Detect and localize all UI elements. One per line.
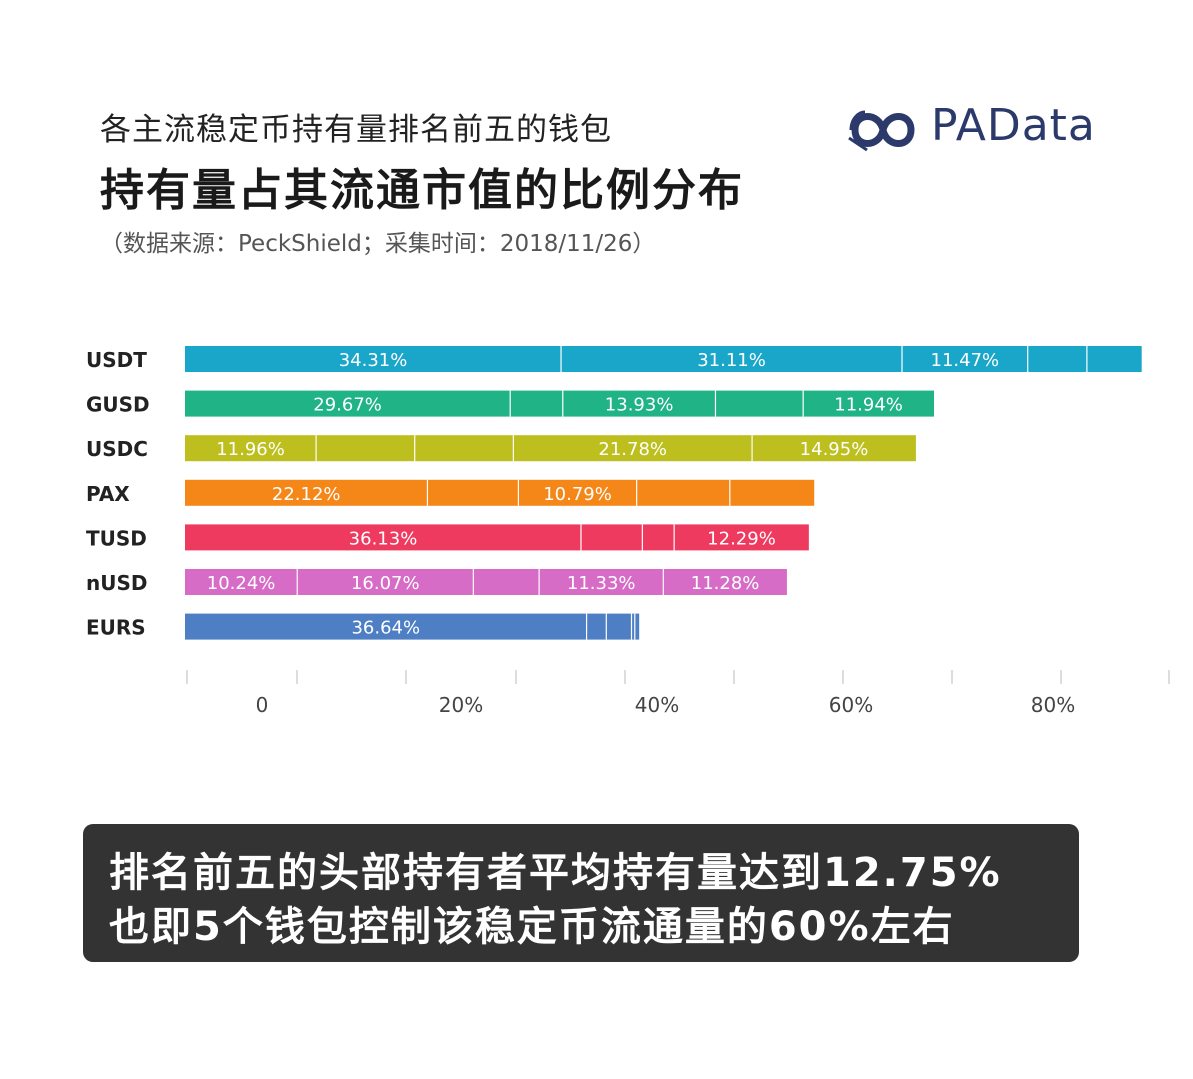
x-tick-label-3: 40% (635, 693, 679, 717)
category-label-tusd: TUSD (86, 526, 147, 550)
bar-segment-usdc-1 (185, 435, 317, 462)
bar-segment-gusd-5 (803, 390, 935, 417)
data-label-usdc-5: 14.95% (800, 439, 869, 460)
bar-segment-nusd-3 (473, 569, 540, 595)
callout-line2: 也即5个钱包控制该稳定币流通量的60%左右 (109, 904, 955, 950)
bar-segment-gusd-2 (510, 390, 563, 417)
data-source-note: （数据来源：PeckShield；采集时间：2018/11/26） (100, 231, 656, 257)
infinity-logo-icon (848, 110, 915, 152)
bar-segment-pax-4 (636, 479, 730, 506)
data-label-gusd-3: 13.93% (605, 395, 674, 416)
x-tick-label-5: 80% (1031, 693, 1075, 717)
data-label-pax-3: 10.79% (543, 484, 612, 505)
bar-segment-eurs-3 (606, 613, 632, 640)
bar-segment-tusd-4 (674, 524, 809, 551)
callout-line1: 排名前五的头部持有者平均持有量达到12.75% (109, 850, 1002, 896)
bar-segment-eurs-5 (634, 613, 640, 640)
x-tick-label-4: 60% (829, 693, 873, 717)
data-label-eurs-1: 36.64% (351, 618, 420, 639)
bar-segment-tusd-1 (185, 524, 581, 551)
bar-segment-nusd-1 (185, 569, 298, 595)
bar-segment-pax-5 (729, 479, 815, 506)
data-label-gusd-1: 29.67% (313, 395, 382, 416)
logo-text: PAData (931, 100, 1096, 151)
bar-segment-nusd-2 (297, 569, 474, 595)
bar-segment-gusd-3 (562, 390, 716, 417)
stacked-bar-chart: USDT 34.31% 31.11% 11.47% GUSD 29.67% 13.93% 11… (86, 346, 1170, 717)
category-label-nusd: nUSD (86, 571, 147, 595)
bar-segment-pax-1 (185, 479, 428, 506)
data-label-nusd-1: 10.24% (207, 573, 276, 594)
category-label-usdc: USDC (86, 437, 148, 461)
data-label-usdc-4: 21.78% (598, 439, 667, 460)
bar-segment-usdc-4 (513, 435, 753, 462)
bar-segment-pax-2 (427, 479, 519, 506)
data-label-gusd-5: 11.94% (834, 395, 903, 416)
x-tick-label-1: 0 (256, 693, 269, 717)
bar-segment-tusd-3 (642, 524, 675, 551)
bar-segment-eurs-2 (586, 613, 607, 640)
bar-segment-nusd-5 (663, 569, 787, 595)
bar-segment-usdt-3 (902, 346, 1028, 372)
data-label-usdt-2: 31.11% (697, 350, 766, 371)
data-label-nusd-4: 11.33% (567, 573, 636, 594)
bar-segment-usdc-3 (414, 435, 514, 462)
chart-title-line1: 各主流稳定币持有量排名前五的钱包 (100, 112, 612, 148)
bar-segment-pax-3 (518, 479, 637, 506)
bar-segment-nusd-4 (539, 569, 664, 595)
data-label-usdc-1: 11.96% (216, 439, 285, 460)
summary-callout: 排名前五的头部持有者平均持有量达到12.75% 也即5个钱包控制该稳定币流通量的… (83, 824, 1079, 962)
padata-logo: PAData (843, 100, 1133, 160)
category-label-gusd: GUSD (86, 393, 150, 417)
data-label-usdt-1: 34.31% (339, 350, 408, 371)
data-label-tusd-1: 36.13% (349, 528, 418, 549)
category-label-usdt: USDT (86, 348, 147, 372)
bar-segment-tusd-2 (580, 524, 643, 551)
bar-segment-eurs-4 (631, 613, 635, 640)
data-label-nusd-5: 11.28% (691, 573, 760, 594)
data-label-usdt-3: 11.47% (931, 350, 1000, 371)
bar-segment-usdc-2 (316, 435, 415, 462)
data-label-nusd-2: 16.07% (351, 573, 420, 594)
bar-segment-usdt-2 (561, 346, 903, 372)
bar-segment-usdt-5 (1086, 346, 1142, 372)
bar-segment-eurs-1 (185, 613, 587, 640)
bar-segment-gusd-1 (185, 390, 511, 417)
bar-segment-usdt-4 (1027, 346, 1087, 372)
data-label-tusd-4: 12.29% (707, 528, 776, 549)
bar-segment-usdc-5 (752, 435, 916, 462)
category-label-pax: PAX (86, 482, 130, 506)
bar-segment-usdt-1 (185, 346, 562, 372)
bar-segment-gusd-4 (715, 390, 804, 417)
data-label-pax-1: 22.12% (272, 484, 341, 505)
x-tick-label-2: 20% (439, 693, 483, 717)
chart-title-line2: 持有量占其流通市值的比例分布 (100, 165, 744, 216)
category-label-eurs: EURS (86, 616, 146, 640)
